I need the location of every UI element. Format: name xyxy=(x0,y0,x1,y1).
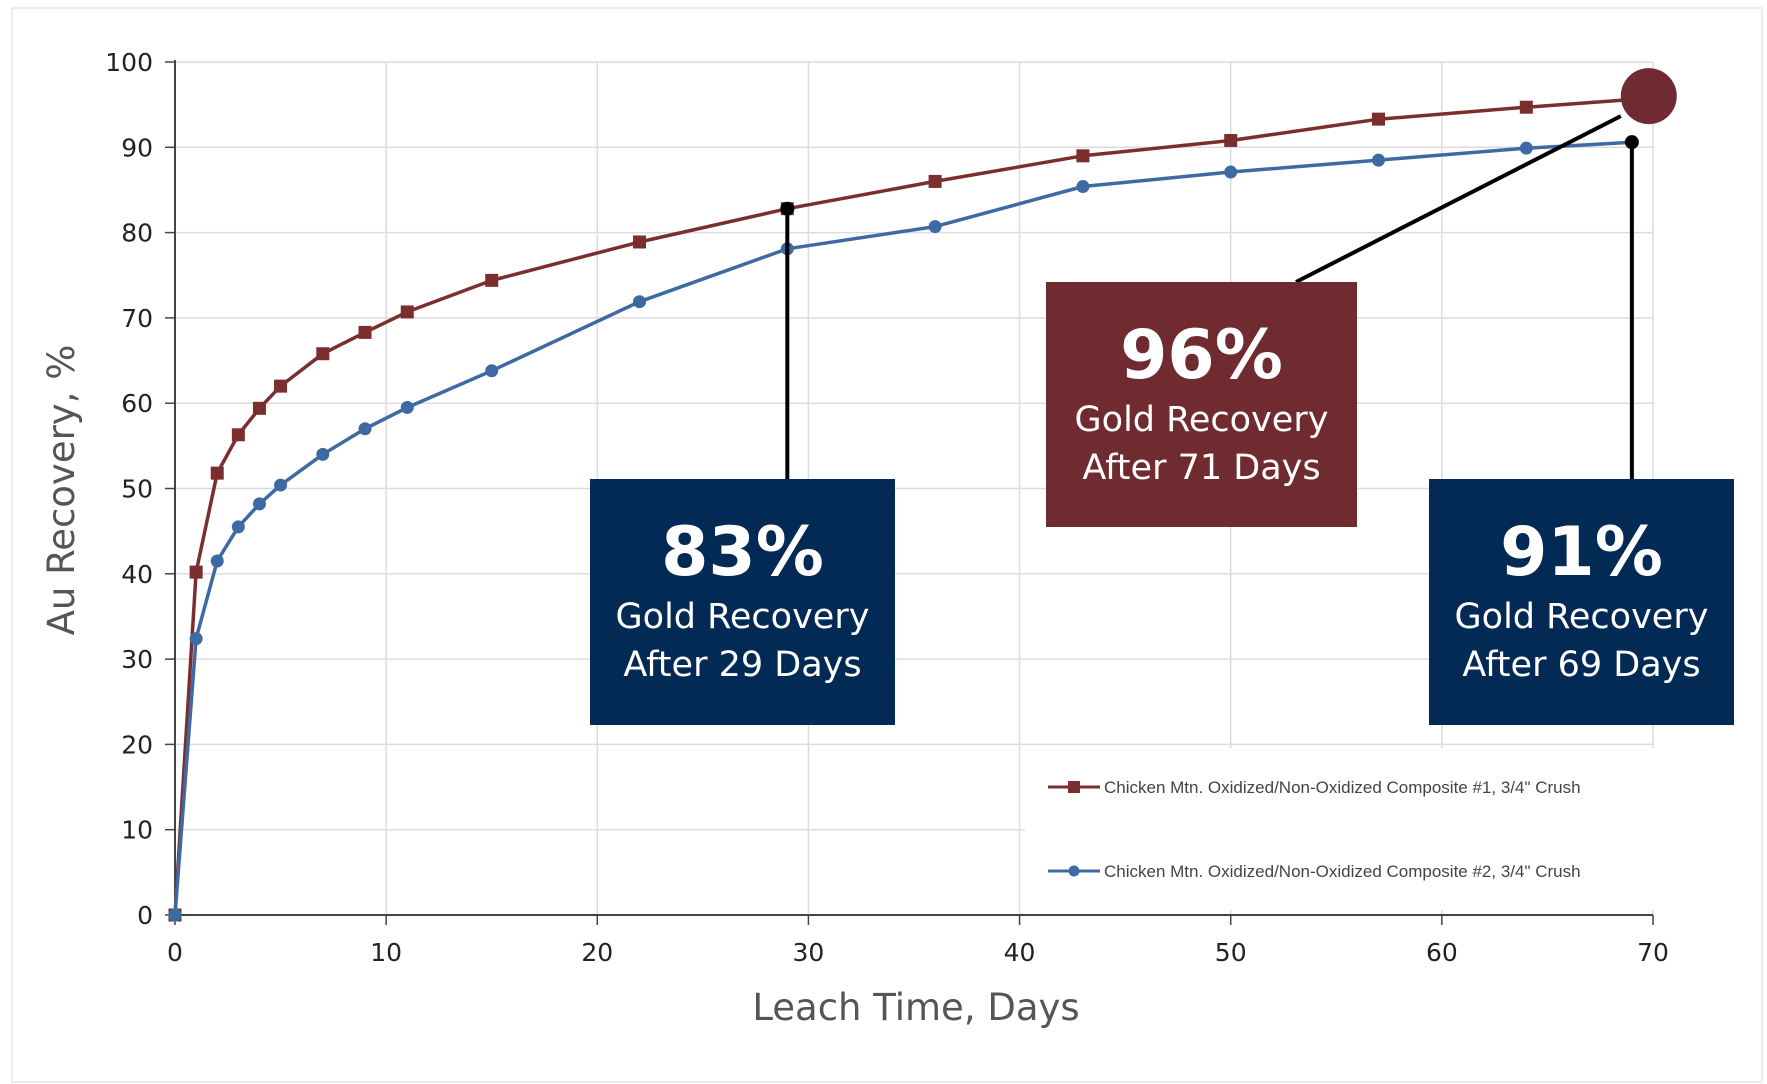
x-tick-label-7: 70 xyxy=(1637,938,1669,967)
series-2-line xyxy=(173,140,1632,916)
leader-dot-69-days xyxy=(1624,135,1639,150)
callout-71-days-line2: After 71 Days xyxy=(1082,448,1321,488)
callout-71-days-value: 96% xyxy=(1120,316,1283,395)
series-layer xyxy=(168,93,1639,922)
series-2-point-3 xyxy=(231,520,245,534)
series-1-point-10 xyxy=(633,235,647,249)
series-1-point-1 xyxy=(189,565,203,579)
leader-dot-29-days xyxy=(780,201,795,216)
y-tick-label-9: 90 xyxy=(121,133,153,162)
series-2-point-4 xyxy=(252,497,266,511)
legend-box xyxy=(1025,748,1655,910)
series-2-point-16 xyxy=(1519,141,1533,155)
series-2-point-1 xyxy=(189,632,203,646)
x-tick-label-4: 40 xyxy=(1004,938,1036,967)
series-2-point-10 xyxy=(633,295,647,309)
callout-leaders xyxy=(780,68,1677,479)
series-2-point-15 xyxy=(1372,153,1386,167)
series-2-point-9 xyxy=(485,364,499,378)
marker-71-days xyxy=(1620,68,1677,125)
y-tick-label-6: 60 xyxy=(121,389,153,418)
axes: 0 10 20 30 40 50 60 70 80 90 100 0 10 20 30 40 50 60 70 xyxy=(105,48,1669,967)
callout-69-days: 91% Gold Recovery After 69 Days xyxy=(1429,479,1734,725)
callout-29-days-line1: Gold Recovery xyxy=(615,597,870,637)
series-2-point-5 xyxy=(274,478,288,492)
y-axis-title: Au Recovery, % xyxy=(40,345,83,636)
x-tick-label-1: 10 xyxy=(370,938,402,967)
series-2-point-12 xyxy=(928,220,942,234)
x-tick-label-3: 30 xyxy=(793,938,825,967)
series-1-point-8 xyxy=(400,305,414,319)
series-1-point-13 xyxy=(1076,149,1090,163)
y-tick-label-2: 20 xyxy=(121,730,153,759)
y-tick-label-4: 40 xyxy=(121,560,153,589)
callout-29-days-value: 83% xyxy=(661,513,824,592)
callout-69-days-line1: Gold Recovery xyxy=(1454,597,1709,637)
x-tick-label-5: 50 xyxy=(1215,938,1247,967)
legend-label-series-2: Chicken Mtn. Oxidized/Non-Oxidized Compo… xyxy=(1104,862,1581,881)
series-1-point-14 xyxy=(1224,133,1238,147)
callout-69-days-line2: After 69 Days xyxy=(1462,645,1701,685)
legend-marker-series-1 xyxy=(1068,781,1080,793)
series-2-point-13 xyxy=(1076,180,1090,194)
legend-marker-series-2 xyxy=(1068,865,1080,877)
callout-71-days-line1: Gold Recovery xyxy=(1074,400,1329,440)
y-tick-label-3: 30 xyxy=(121,645,153,674)
series-2-point-2 xyxy=(210,554,224,568)
series-1-point-16 xyxy=(1519,100,1533,114)
x-tick-label-6: 60 xyxy=(1426,938,1458,967)
callout-69-days-value: 91% xyxy=(1500,513,1663,592)
series-2-point-14 xyxy=(1224,165,1238,179)
leader-71-days xyxy=(1295,114,1622,284)
x-tick-label-0: 0 xyxy=(167,938,183,967)
series-1-point-6 xyxy=(316,347,330,361)
series-1-point-9 xyxy=(485,273,499,287)
series-2-point-0 xyxy=(168,908,182,922)
y-tick-label-7: 70 xyxy=(121,304,153,333)
series-1-point-7 xyxy=(358,325,372,339)
series-2-point-8 xyxy=(400,400,414,414)
legend-label-series-1: Chicken Mtn. Oxidized/Non-Oxidized Compo… xyxy=(1104,778,1581,797)
series-1-point-15 xyxy=(1372,112,1386,126)
y-tick-label-8: 80 xyxy=(121,219,153,248)
series-2-point-7 xyxy=(358,422,372,436)
series-2-point-6 xyxy=(316,447,330,461)
series-1-point-3 xyxy=(231,428,245,442)
series-1-point-5 xyxy=(274,379,288,393)
series-1-point-12 xyxy=(928,174,942,188)
y-tick-label-1: 10 xyxy=(121,816,153,845)
callout-71-days: 96% Gold Recovery After 71 Days xyxy=(1046,282,1357,527)
y-tick-label-0: 0 xyxy=(137,901,153,930)
x-axis-title: Leach Time, Days xyxy=(752,986,1079,1029)
legend: Chicken Mtn. Oxidized/Non-Oxidized Compo… xyxy=(1025,748,1655,910)
series-1-point-2 xyxy=(210,466,224,480)
y-tick-label-10: 100 xyxy=(105,48,153,77)
series-1-point-4 xyxy=(252,401,266,415)
callout-29-days-line2: After 29 Days xyxy=(623,645,862,685)
y-tick-label-5: 50 xyxy=(121,475,153,504)
callout-29-days: 83% Gold Recovery After 29 Days xyxy=(590,479,895,725)
x-tick-label-2: 20 xyxy=(581,938,613,967)
